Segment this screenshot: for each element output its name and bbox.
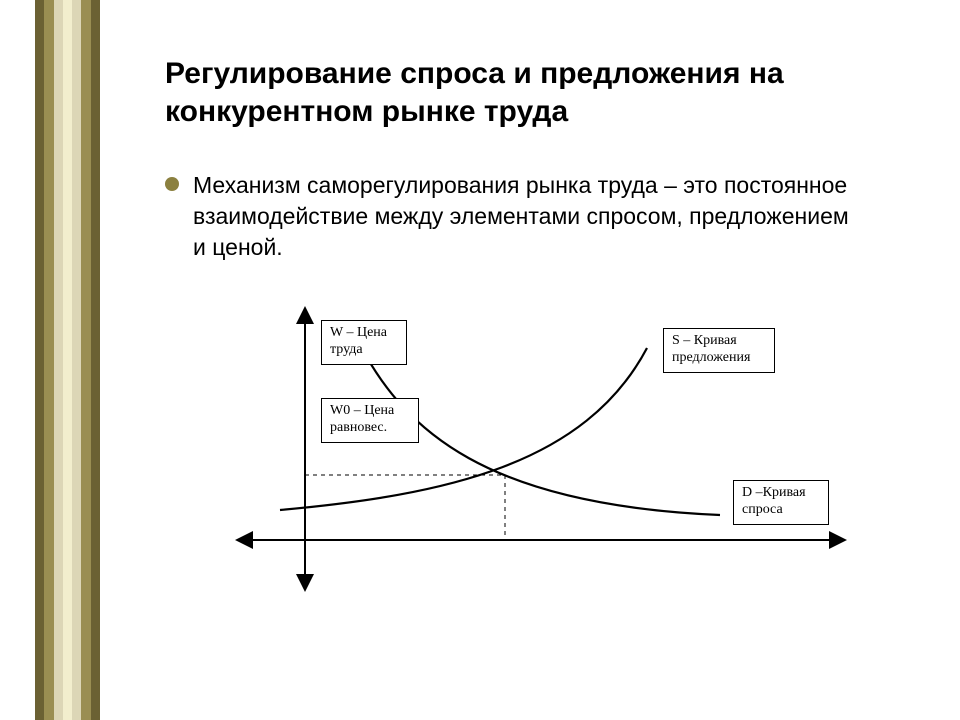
caption-demand-curve: D –Кривая спроса bbox=[733, 480, 829, 525]
caption-w-price: W – Цена труда bbox=[321, 320, 407, 365]
slide-title: Регулирование спроса и предложения на ко… bbox=[165, 55, 910, 130]
bullet-row: Механизм саморегулирования рынка труда –… bbox=[165, 170, 865, 263]
bullet-icon bbox=[165, 177, 179, 191]
caption-w0-equilibrium: W0 – Цена равновес. bbox=[321, 398, 419, 443]
caption-supply-curve: S – Кривая предложения bbox=[663, 328, 775, 373]
content-area: Регулирование спроса и предложения на ко… bbox=[165, 55, 910, 263]
bullet-text: Механизм саморегулирования рынка труда –… bbox=[193, 170, 865, 263]
slide: Регулирование спроса и предложения на ко… bbox=[0, 0, 960, 720]
supply-demand-chart: W – Цена труда W0 – Цена равновес. S – К… bbox=[225, 300, 865, 620]
decorative-ribbon bbox=[35, 0, 100, 720]
